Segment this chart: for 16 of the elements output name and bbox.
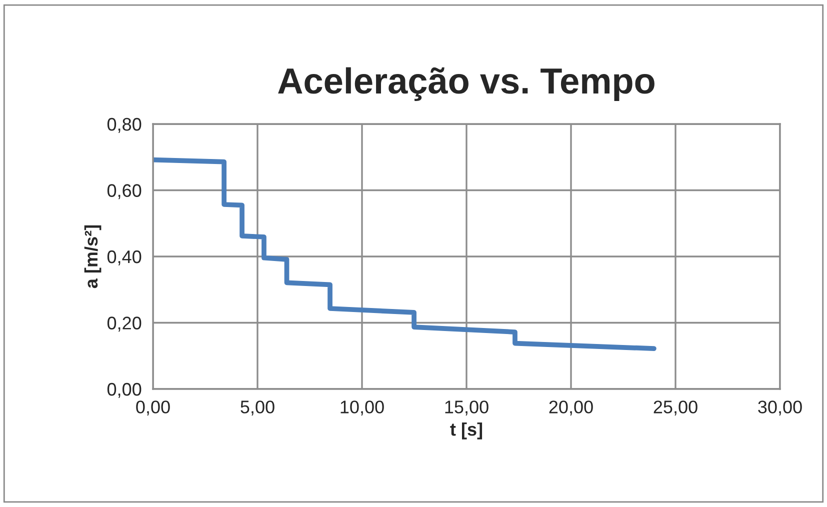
x-tick-label: 30,00 xyxy=(758,400,802,416)
y-tick-label: 0,80 xyxy=(107,118,142,133)
y-tick-label: 0,40 xyxy=(107,250,142,266)
x-axis-title: t [s] xyxy=(450,422,482,440)
y-tick-label: 0,00 xyxy=(107,382,142,398)
y-tick-label: 0,60 xyxy=(107,184,142,200)
x-tick-label: 15,00 xyxy=(445,400,488,416)
y-axis-title: a [m/s²] xyxy=(84,225,102,288)
y-tick-label: 0,20 xyxy=(107,316,142,332)
line-series xyxy=(153,157,656,352)
chart-title: Aceleração vs. Tempo xyxy=(278,67,654,101)
x-tick-label: 5,00 xyxy=(240,400,274,416)
x-tick-label: 20,00 xyxy=(549,400,593,416)
x-tick-label: 10,00 xyxy=(340,400,384,416)
x-tick-label: 25,00 xyxy=(654,400,698,416)
x-tick-label: 0,00 xyxy=(136,400,170,416)
